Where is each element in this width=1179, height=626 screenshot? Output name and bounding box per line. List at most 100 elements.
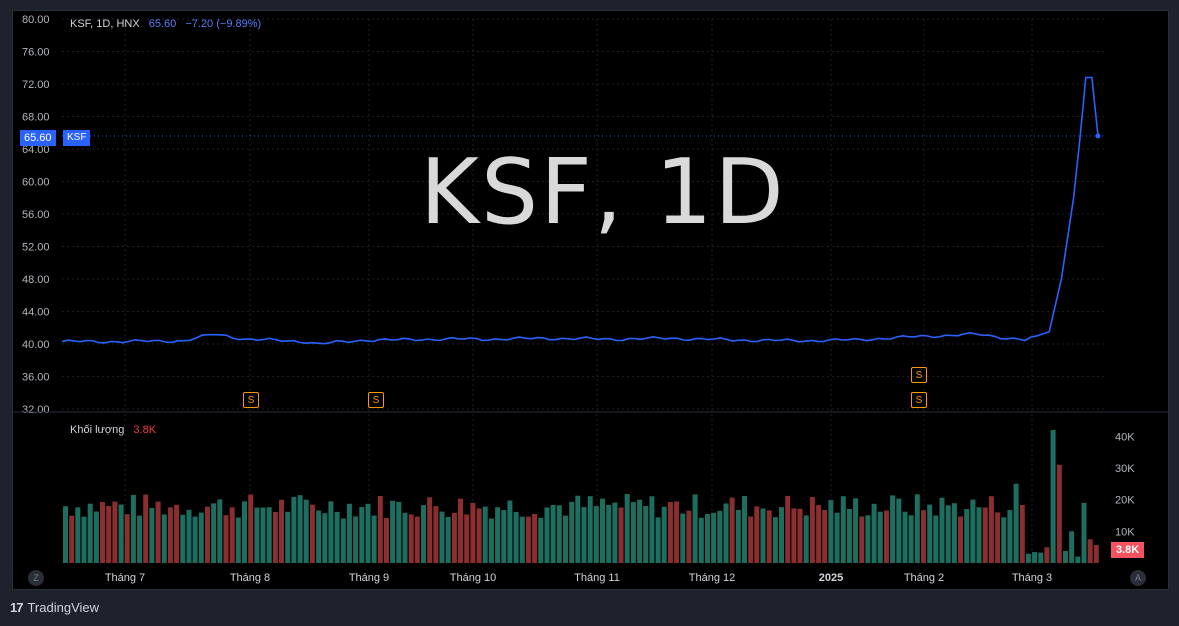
volume-bar [130,494,136,563]
price-tick-label: 32.00 [22,404,50,416]
legend-symbol: KSF, 1D, HNX [70,18,140,30]
volume-bar [772,517,778,563]
volume-bar [544,507,550,563]
volume-bar [328,501,334,563]
split-marker[interactable]: S [368,392,384,408]
volume-bar [137,515,143,563]
volume-bar [976,507,982,563]
volume-bar [612,502,618,563]
volume-bar [501,510,507,563]
volume-bar [371,515,377,563]
volume-tick-label: 20K [1115,495,1135,507]
volume-bar [211,503,217,563]
volume-bar [643,505,649,563]
split-marker[interactable]: S [911,392,927,408]
watermark: KSF, 1D [420,140,786,245]
volume-bar [705,514,710,563]
time-tick-label: Tháng 10 [450,572,496,584]
volume-bar [890,495,896,563]
volume-bar [427,497,433,563]
volume-bar [779,507,784,563]
volume-bar [359,507,365,563]
volume-bar [143,494,149,563]
volume-bar [896,498,902,563]
volume-bar [766,510,772,563]
volume-bar [106,506,112,563]
volume-bar [661,506,667,563]
volume-bar [1013,483,1019,563]
volume-bar [785,495,791,563]
volume-bar [155,501,161,563]
volume-bar [285,511,291,563]
price-axis: 80.00 76.00 72.00 68.00 64.00 60.00 56.00 52.00… [22,14,50,416]
volume-bar [316,510,322,563]
tradingview-brand[interactable]: 17 TradingView [10,600,99,615]
time-tick-label: Tháng 9 [349,572,389,584]
volume-bar [532,513,538,563]
volume-bar [458,498,463,563]
auto-scale-button[interactable]: A [1130,570,1146,586]
volume-bar [513,511,519,563]
time-tick-label: Tháng 7 [105,572,145,584]
price-tick-label: 64.00 [22,144,50,156]
volume-bar [624,494,630,563]
volume-bar [93,511,99,563]
volume-bar [266,507,272,563]
last-price-dot [1095,133,1101,139]
volume-bar [649,496,655,563]
volume-bar [754,506,760,563]
volume-bar [291,496,297,563]
time-tick-label: Tháng 12 [689,572,735,584]
volume-bar [563,515,568,563]
price-tick-label: 72.00 [22,79,50,91]
volume-bar [124,514,130,563]
price-tick-label: 80.00 [22,14,50,26]
volume-legend-label: Khối lượng [70,424,125,436]
price-tick-label: 56.00 [22,209,50,221]
volume-bar [1056,464,1062,563]
time-tick-label: Tháng 8 [230,572,270,584]
volume-bar [698,517,704,563]
volume-bar [921,510,926,563]
volume-bar [242,501,247,563]
volume-bar [488,518,494,563]
price-tick-label: 76.00 [22,47,50,59]
volume-bar [550,505,556,563]
split-marker[interactable]: S [243,392,259,408]
price-tick-label: 44.00 [22,307,50,319]
timezone-button[interactable]: Z [28,570,44,586]
volume-bar [816,505,822,563]
volume-bar [760,508,766,563]
volume-bar [260,507,266,563]
volume-bar [618,507,624,563]
volume-bar [1063,550,1068,563]
price-tag: 65.60 [20,130,56,146]
volume-bar [871,503,877,563]
volume-bar [828,500,834,563]
volume-bar [822,509,828,563]
volume-bar [75,507,81,563]
volume-bar [353,516,359,563]
volume-bar [569,501,575,563]
volume-bar [1032,552,1038,563]
volume-bar [958,516,963,563]
volume-tick-label: 40K [1115,431,1135,443]
volume-bar [927,504,933,563]
volume-bar [637,499,643,563]
split-marker[interactable]: S [911,367,927,383]
volume-bar [279,499,284,563]
volume-bar [217,499,223,563]
volume-bar [69,515,75,563]
time-tick-label: Tháng 11 [574,572,620,584]
volume-bar [519,516,525,563]
volume-bar [1075,556,1081,563]
volume-bar [396,501,402,563]
volume-bar [303,499,309,563]
volume-bar [908,515,914,563]
price-line [61,76,1099,345]
volume-bar [445,517,451,563]
volume-bar [192,516,198,563]
volume-bar [939,497,945,563]
time-tick-label: Tháng 3 [1012,572,1052,584]
